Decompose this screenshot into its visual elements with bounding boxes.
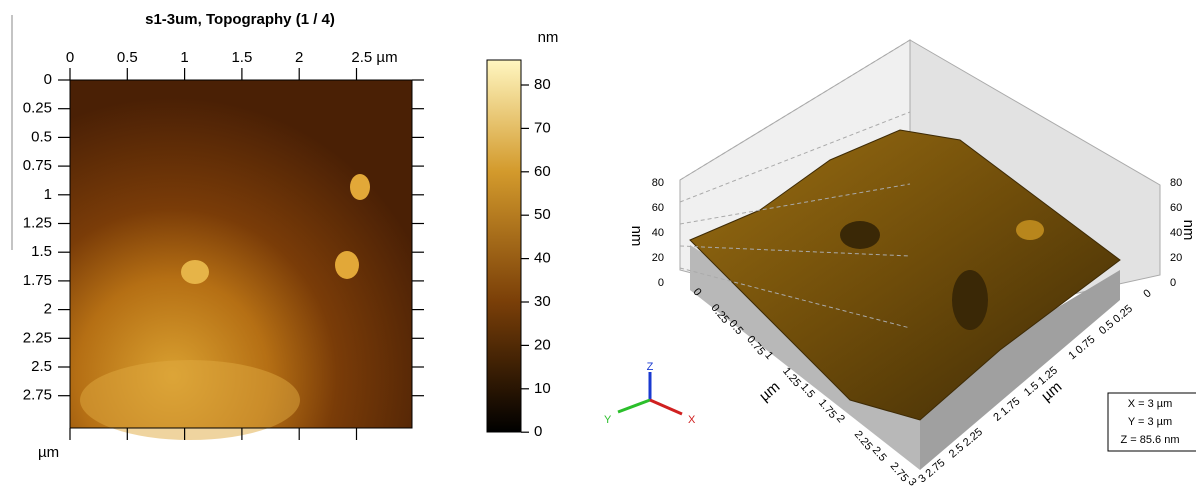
grid-line — [679, 39, 911, 181]
y-tick-label: 1.5 — [31, 243, 52, 260]
side-wall — [690, 245, 920, 470]
colorbar-tick-label: 20 — [534, 336, 551, 353]
surface-feature — [1016, 220, 1044, 240]
x-axis-label: X — [688, 414, 696, 426]
bright-region — [80, 360, 300, 440]
plane-tick-label: 2.25 — [852, 429, 875, 453]
surface-feature — [952, 270, 988, 330]
z-tick-label: 60 — [1170, 202, 1182, 214]
grain — [350, 174, 370, 200]
grain — [181, 260, 209, 284]
z-tick-label: 0 — [658, 277, 664, 289]
colorbar-tick-label: 30 — [534, 293, 551, 310]
x-tick-label: 2 — [295, 49, 303, 66]
x-tick-label: 2.5 µm — [351, 49, 397, 66]
x-tick-label: 0.5 — [117, 49, 138, 66]
grid-line — [679, 245, 911, 257]
colorbar-tick-label: 70 — [534, 119, 551, 136]
z-tick-label: 20 — [1170, 252, 1182, 264]
grid-line — [679, 183, 911, 225]
z-tick-label: 40 — [1170, 227, 1182, 239]
z-unit: nm — [1180, 220, 1196, 241]
colorbar-unit: nm — [538, 29, 559, 46]
z-tick-label: 0 — [1170, 277, 1176, 289]
plane-tick-label: 2.75 — [888, 460, 911, 484]
y-tick-label: 0.75 — [23, 157, 52, 174]
z-tick-label: 40 — [652, 227, 664, 239]
y-tick-label: 2 — [44, 301, 52, 318]
y-arrow — [617, 398, 651, 414]
y-unit: µm — [756, 378, 783, 405]
grid-line — [679, 267, 911, 329]
side-wall — [920, 270, 1120, 470]
y-tick-label: 2.25 — [23, 329, 52, 346]
info-line: X = 3 µm — [1128, 398, 1173, 410]
info-line: Z = 85.6 nm — [1120, 434, 1179, 446]
colorbar-tick-label: 60 — [534, 163, 551, 180]
image-frame — [69, 79, 413, 429]
y-tick-label: 0.25 — [23, 100, 52, 117]
y-tick-label: 0 — [44, 71, 52, 88]
plane-tick-label: 0 — [1141, 287, 1153, 300]
y-tick-label: 1.75 — [23, 272, 52, 289]
x-tick-label: 0 — [66, 49, 74, 66]
info-line: Y = 3 µm — [1128, 416, 1172, 428]
plane-tick-label: 3 — [905, 476, 918, 487]
colorbar-tick-label: 50 — [534, 206, 551, 223]
surface-feature — [840, 221, 880, 249]
plot-title: s1-3um, Topography (1 / 4) — [145, 11, 335, 28]
z-tick-label: 80 — [652, 177, 664, 189]
info-box — [1107, 392, 1196, 452]
colorbar — [486, 59, 522, 433]
z-tick-label: 60 — [652, 202, 664, 214]
y-tick-label: 1 — [44, 186, 52, 203]
z-unit: nm — [628, 226, 645, 247]
colorbar-tick-label: 0 — [534, 423, 542, 440]
z-tick-label: 80 — [1170, 177, 1182, 189]
plane-tick-label: 0.75 — [1073, 334, 1097, 357]
grid-line — [679, 111, 911, 203]
surface — [689, 129, 1121, 421]
colorbar-tick-label: 10 — [534, 380, 551, 397]
plane-tick-label: 0.25 — [1111, 303, 1135, 326]
x-tick-label: 1 — [180, 49, 188, 66]
y-tick-label: 2.75 — [23, 387, 52, 404]
colorbar-tick-label: 80 — [534, 76, 551, 93]
grain — [335, 251, 359, 279]
z-tick-label: 20 — [652, 252, 664, 264]
y-tick-label: 2.5 — [31, 358, 52, 375]
plane-tick-label: 2.5 — [870, 444, 889, 463]
plane-tick-label: 1.5 — [1022, 380, 1041, 399]
z-axis-label: Z — [647, 361, 654, 373]
y-axis-label: Y — [604, 414, 612, 426]
x-tick-label: 1.5 — [231, 49, 252, 66]
axis-unit: µm — [38, 444, 59, 461]
y-tick-label: 0.5 — [31, 128, 52, 145]
x-arrow — [649, 398, 683, 416]
y-tick-label: 1.25 — [23, 214, 52, 231]
colorbar-tick-label: 40 — [534, 250, 551, 267]
plane-tick-label: 0.5 — [1097, 318, 1116, 337]
